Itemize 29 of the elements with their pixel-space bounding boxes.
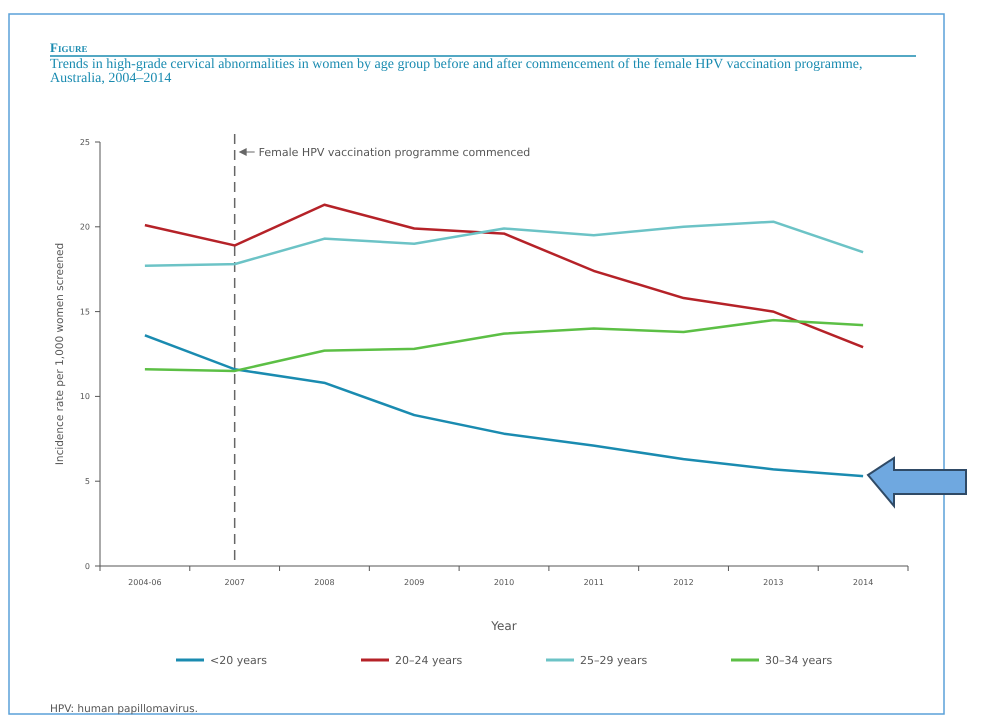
x-tick-label: 2014 [852,578,874,587]
y-tick-label: 0 [84,562,90,571]
x-tick-label: 2007 [224,578,245,587]
y-tick-label: 10 [80,392,90,402]
x-tick-label: 2009 [404,578,424,587]
line-series [144,220,864,268]
chart-title: Figure [50,40,88,55]
x-axis-title: Year [490,619,517,633]
y-axis-title: Incidence rate per 1,000 women screened [54,242,66,466]
ref-line-label: Female HPV vaccination programme commenced [258,146,530,159]
y-tick-label: 25 [80,138,90,147]
x-tick-label: 2008 [314,578,335,587]
x-tick-label: 2011 [584,578,604,587]
legend-label: 30–34 years [765,654,833,667]
x-tick-label: 2013 [763,578,784,587]
x-tick-label: 2004-06 [128,578,162,587]
text: HPV: human papillomavirus. [50,703,198,715]
line-series [144,334,864,478]
line-series [144,318,864,372]
y-tick-label: 20 [80,222,90,232]
x-tick-label: 2012 [673,578,694,587]
legend-label: 20–24 years [395,654,463,667]
legend-label: <20 years [210,654,268,667]
x-tick-label: 2010 [494,578,514,587]
chart-subtitle: Trends in high-grade cervical abnormalities in women by age group before and after commencement of the female HPV vaccination programme, Australia, 2004–2014 [50,57,864,86]
line-series [144,204,864,348]
y-tick-label: 15 [80,307,90,316]
legend-label: 25–29 years [580,654,648,667]
y-tick-label: 5 [84,477,90,486]
